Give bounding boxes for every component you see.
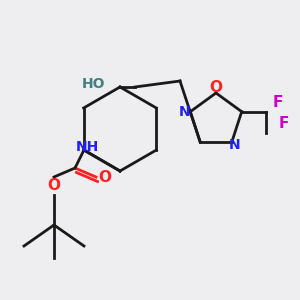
Text: F: F [278, 116, 289, 131]
Text: O: O [98, 169, 112, 184]
Text: F: F [272, 95, 283, 110]
Text: HO: HO [81, 77, 105, 91]
Text: N: N [178, 105, 190, 119]
Text: O: O [209, 80, 223, 94]
Text: NH: NH [75, 140, 99, 154]
Text: N: N [229, 138, 241, 152]
Text: O: O [47, 178, 61, 194]
